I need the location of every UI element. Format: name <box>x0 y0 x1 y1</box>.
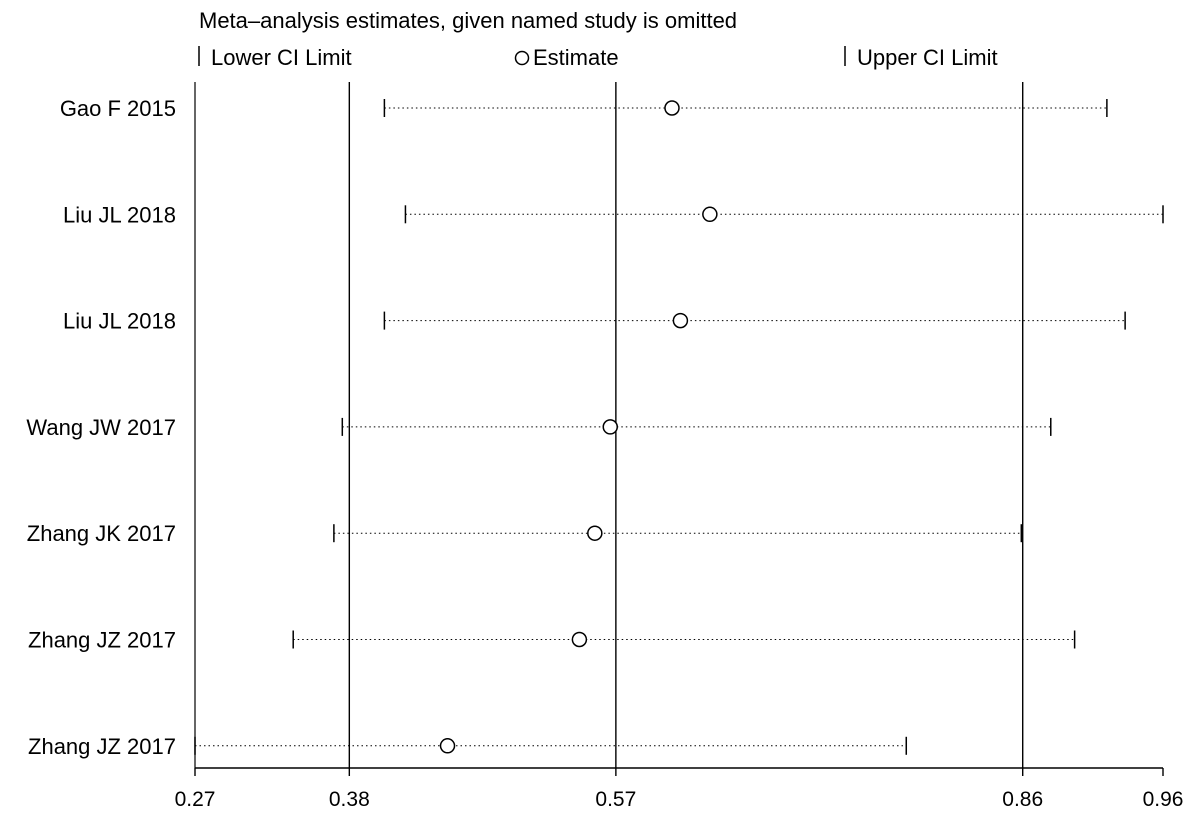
legend-estimate-label: Estimate <box>533 45 619 70</box>
estimate-point-4 <box>587 525 603 541</box>
x-tick-label-0: 0.27 <box>175 788 216 811</box>
study-label-6: Zhang JZ 2017 <box>28 734 176 759</box>
study-label-2: Liu JL 2018 <box>63 309 176 334</box>
study-label-5: Zhang JZ 2017 <box>28 628 176 653</box>
x-tick-label-2: 0.57 <box>595 788 636 811</box>
x-tick-label-4: 0.96 <box>1143 788 1184 811</box>
legend: Lower CI Limit Estimate Upper CI Limit <box>198 45 998 70</box>
plot-area: 0.27 0.38 0.57 0.86 0.96 Gao F 2015 Liu JL 201… <box>26 82 1183 811</box>
x-tick-label-1: 0.38 <box>329 788 370 811</box>
study-label-0: Gao F 2015 <box>60 96 176 121</box>
estimate-point-1 <box>702 206 718 223</box>
x-tick-label-3: 0.86 <box>1002 788 1043 811</box>
estimate-point-2 <box>672 312 689 329</box>
legend-upper-label: Upper CI Limit <box>857 45 998 70</box>
study-label-4: Zhang JK 2017 <box>27 521 176 546</box>
chart-title: Meta–analysis estimates, given named stu… <box>199 8 737 33</box>
estimate-point-6 <box>439 738 456 754</box>
study-label-1: Liu JL 2018 <box>63 202 176 227</box>
estimate-point-0 <box>664 100 680 116</box>
study-label-3: Wang JW 2017 <box>26 415 176 440</box>
legend-lower-label: Lower CI Limit <box>211 45 352 70</box>
estimate-point-3 <box>602 419 619 435</box>
estimate-point-5 <box>571 631 588 648</box>
legend-estimate-marker <box>514 50 530 66</box>
